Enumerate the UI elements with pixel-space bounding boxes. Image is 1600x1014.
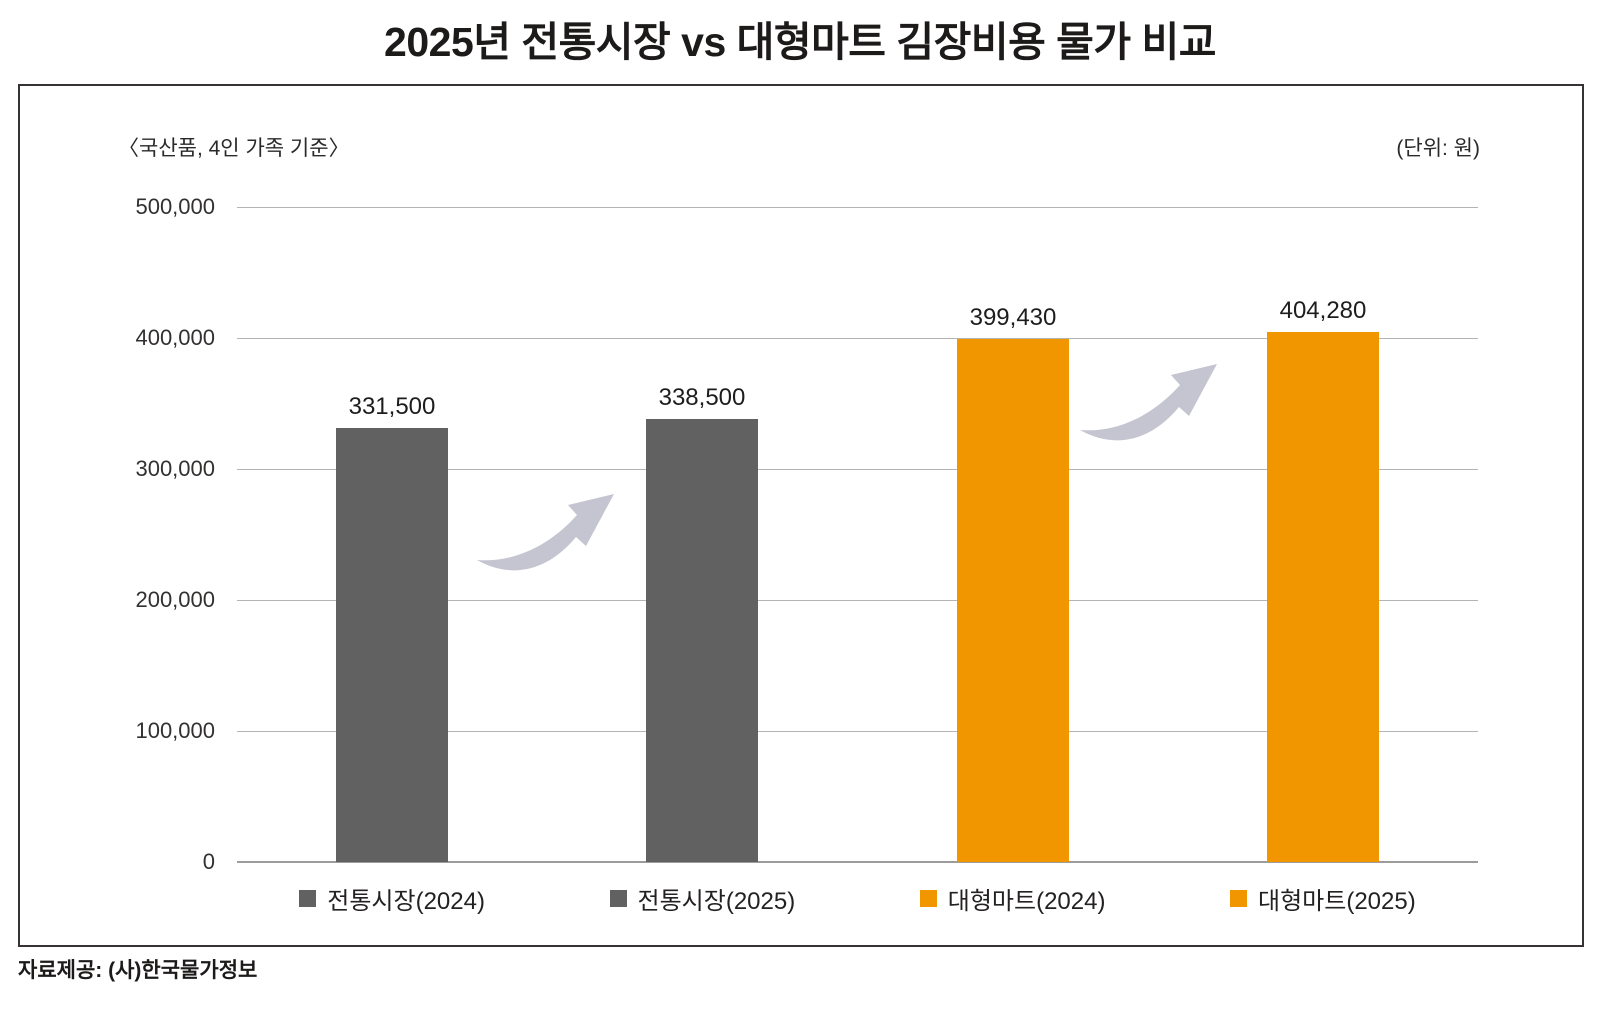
bar-전통시장(2024) (336, 428, 448, 862)
chart-legend: 전통시장(2024) 전통시장(2025) 대형마트(2024) 대형마트(2025) (237, 881, 1478, 915)
legend-label: 대형마트(2025) (1258, 887, 1416, 915)
page-title: 2025년 전통시장 vs 대형마트 김장비용 물가 비교 (384, 19, 1216, 65)
increase-arrow-icon (477, 494, 614, 571)
bar-value-label: 399,430 (969, 304, 1057, 331)
legend-label: 대형마트(2024) (947, 887, 1106, 915)
legend-swatch-icon (1230, 889, 1248, 907)
gridline (237, 730, 1478, 732)
increase-arrow-icon (1080, 364, 1217, 441)
gridline (237, 337, 1478, 339)
legend-swatch-icon (299, 889, 317, 907)
y-axis-tick-label: 0 (202, 849, 215, 874)
x-axis-baseline (237, 861, 1478, 863)
legend-item-전통시장(2025): 전통시장(2025) (547, 881, 857, 916)
bar-대형마트(2024) (957, 339, 1069, 862)
legend-item-전통시장(2024): 전통시장(2024) (237, 881, 547, 916)
y-axis-tick-label: 500,000 (135, 194, 215, 219)
legend-item-대형마트(2025): 대형마트(2025) (1168, 881, 1478, 916)
y-axis-tick-label: 300,000 (135, 456, 215, 481)
y-axis-tick-label: 200,000 (135, 587, 215, 612)
bar-value-label: 331,500 (348, 393, 436, 420)
gridline (237, 599, 1478, 601)
basis-note: 〈국산품, 4인 가족 기준〉 (118, 137, 350, 160)
bar-대형마트(2025) (1267, 332, 1379, 862)
legend-swatch-icon (919, 889, 937, 907)
legend-label: 전통시장(2024) (327, 887, 485, 915)
data-source-credit: 자료제공: (사)한국물가정보 (18, 959, 258, 982)
legend-swatch-icon (609, 889, 627, 907)
y-axis-tick-label: 400,000 (135, 325, 215, 350)
legend-item-대형마트(2024): 대형마트(2024) (858, 881, 1168, 916)
bar-value-label: 404,280 (1279, 297, 1367, 324)
chart-frame: 〈국산품, 4인 가족 기준〉 (단위: 원) 0 100,000 200,000 3… (18, 84, 1584, 947)
bar-전통시장(2025) (646, 419, 758, 862)
bar-value-label: 338,500 (658, 384, 746, 411)
legend-label: 전통시장(2025) (637, 887, 796, 915)
y-axis-tick-label: 100,000 (135, 718, 215, 743)
gridline (237, 468, 1478, 470)
bar-chart-plot-area: 0 100,000 200,000 300,000 400,000 500,000 331,… (135, 195, 1478, 874)
unit-note: (단위: 원) (1396, 137, 1480, 160)
gridline (237, 206, 1478, 208)
